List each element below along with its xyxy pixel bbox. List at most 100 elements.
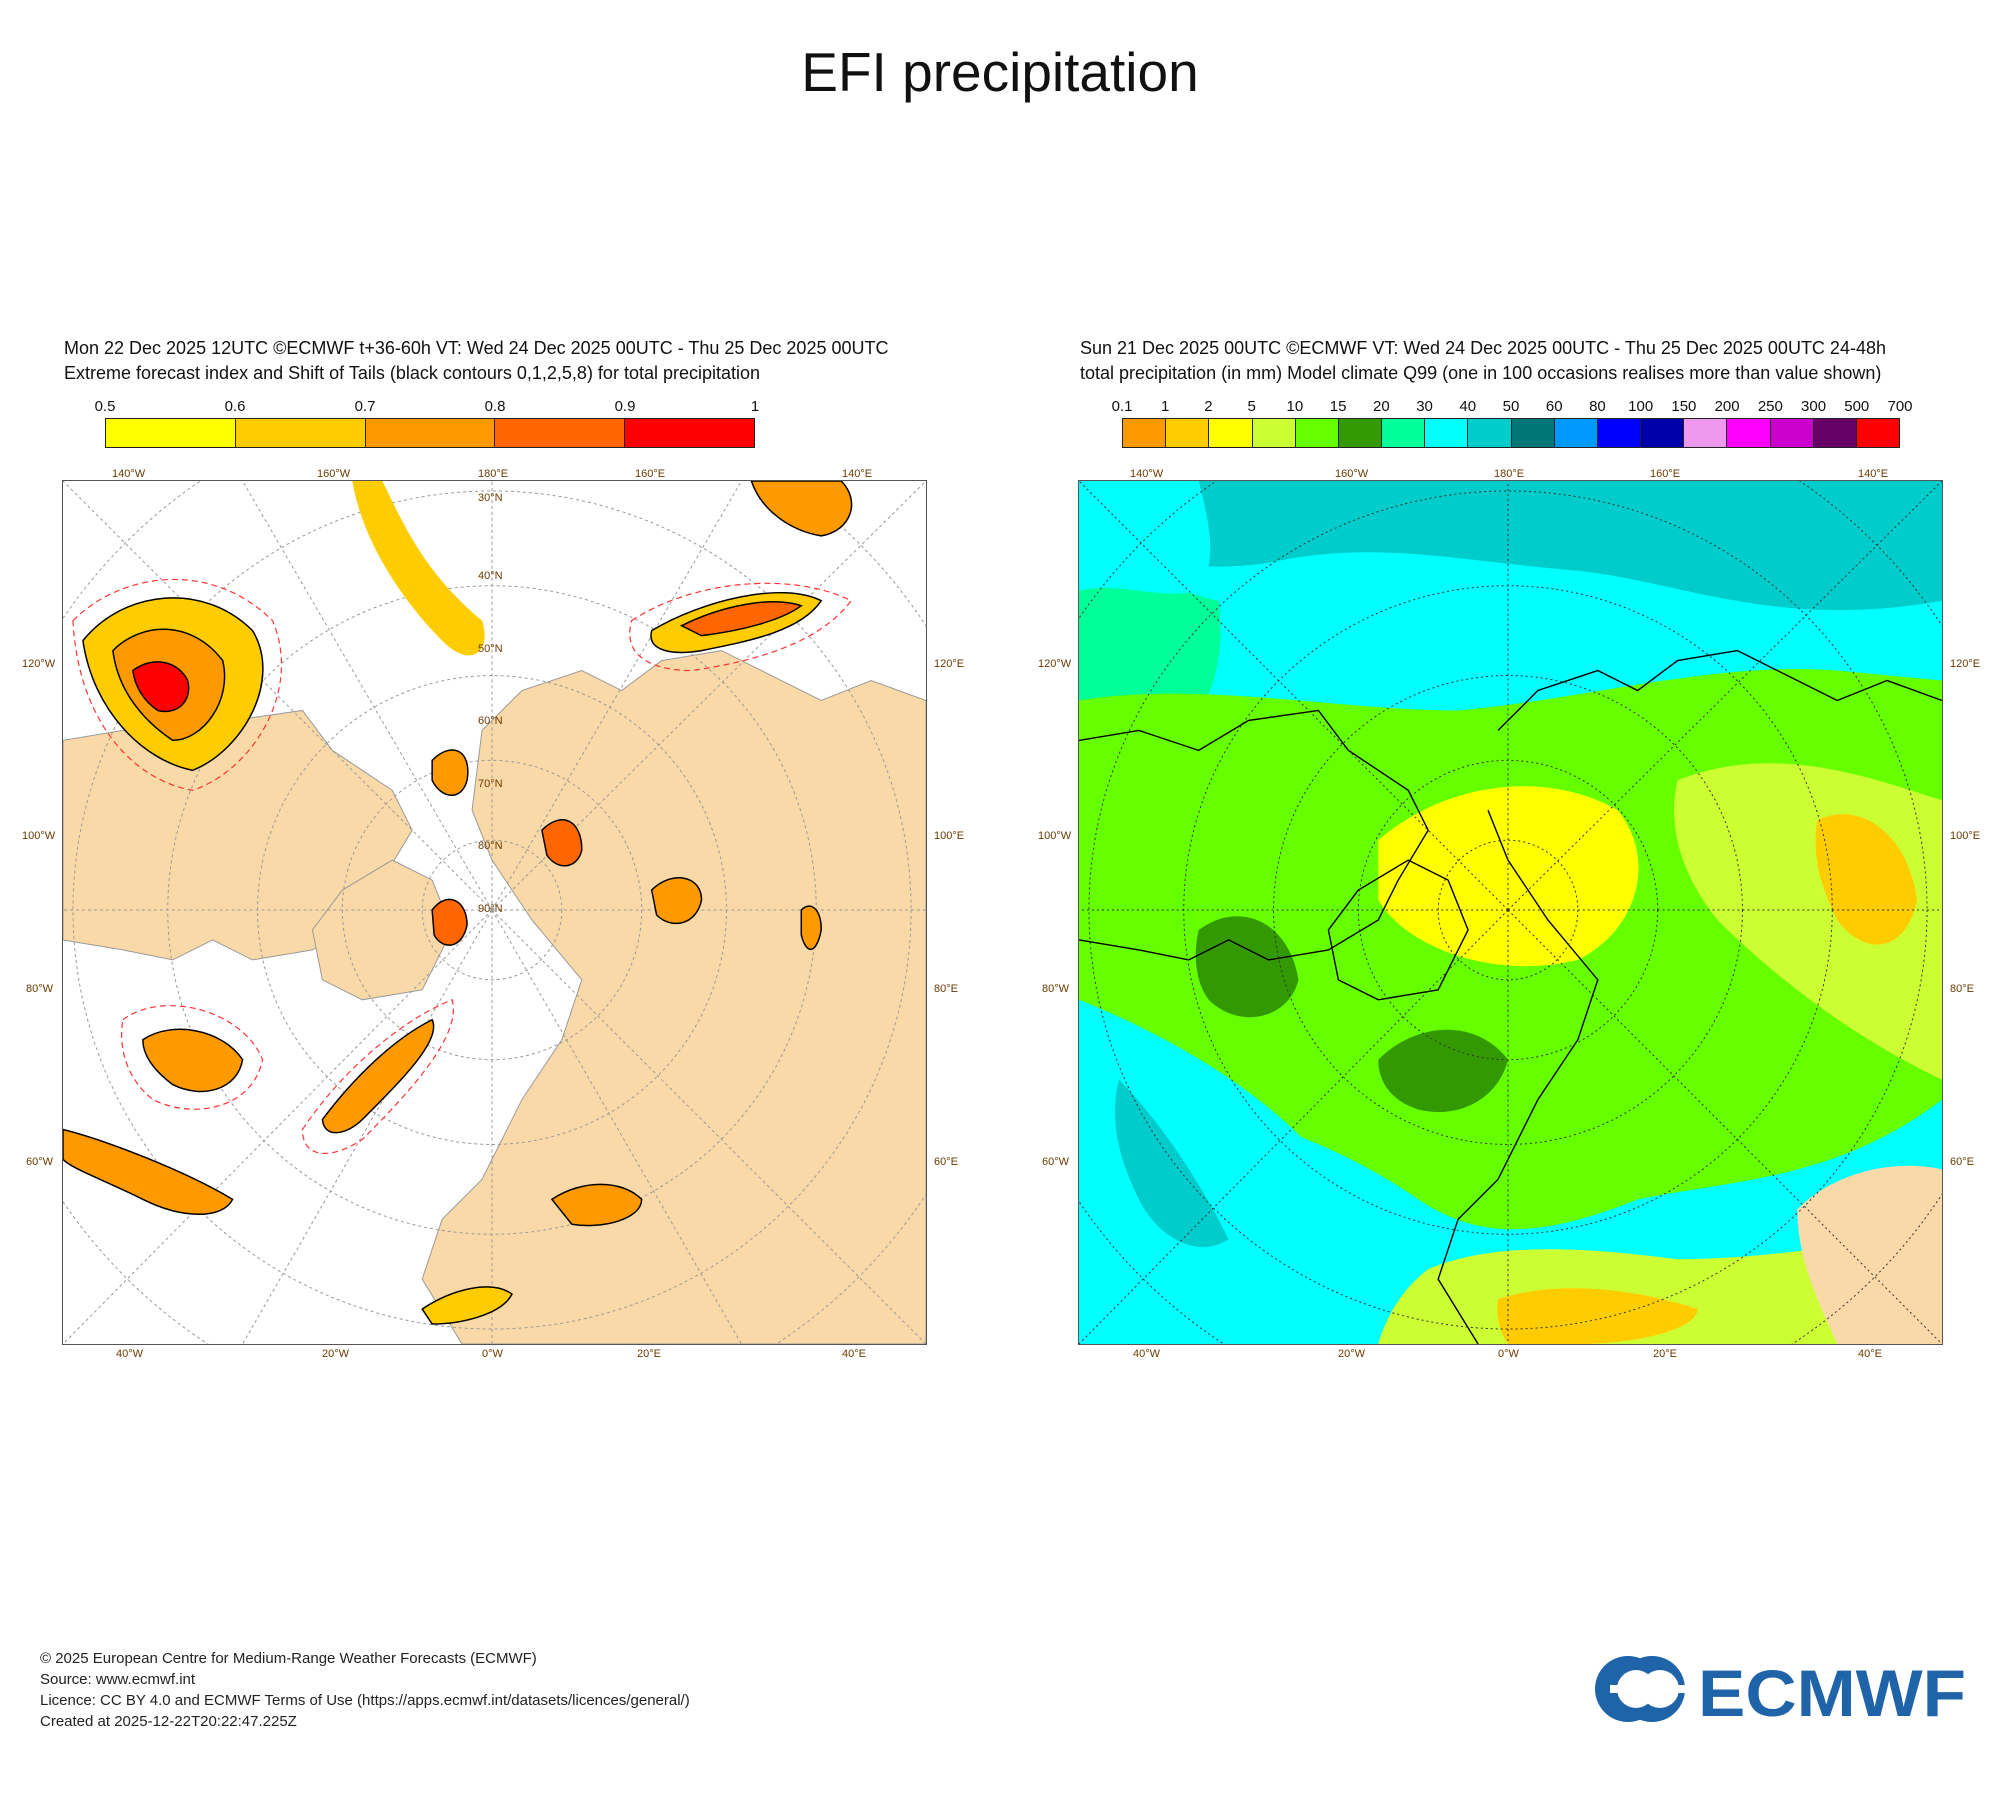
left-top-lbl-0: 140°W [112, 468, 146, 480]
precip-map [1078, 480, 1943, 1345]
right-left-lbl-2: 80°W [1042, 983, 1070, 995]
efi-map-svg [63, 481, 926, 1344]
ecmwf-logo: ECMWF [1595, 1656, 1966, 1726]
left-bottom-lbl-2: 0°W [482, 1348, 503, 1360]
page-title: EFI precipitation [801, 41, 1199, 103]
right-bottom-lbl-3: 20°E [1653, 1348, 1677, 1360]
right-bottom-lbl-2: 0°W [1498, 1348, 1519, 1360]
precip-graticule [1079, 481, 1942, 1344]
precip-colorbar: 0.1 1 2 5 10 15 20 30 40 50 60 80 100 150 200 250 300 500… [1112, 398, 1913, 448]
ecmwf-logo-text: ECMWF [1698, 1656, 1966, 1726]
right-left-lbl-3: 60°W [1042, 1156, 1070, 1168]
right-top-lbl-2: 180°E [1494, 468, 1525, 480]
right-bottom-lbl-0: 40°W [1133, 1348, 1161, 1360]
precip-legend-swatch-6 [1382, 419, 1426, 447]
precip-legend-swatch-8 [1468, 419, 1512, 447]
precip-legend-tick-13: 150 [1671, 398, 1697, 415]
footer: © 2025 European Centre for Medium-Range … [40, 1648, 690, 1732]
efi-legend-swatch-4 [625, 419, 754, 447]
precip-legend-swatch-9 [1511, 419, 1555, 447]
footer-licence: Licence: CC BY 4.0 and ECMWF Terms of Us… [40, 1692, 690, 1709]
left-left-lbl-0: 120°W [22, 658, 56, 670]
left-right-lbl-2: 80°E [934, 983, 958, 995]
precip-legend-swatch-5 [1338, 419, 1383, 447]
right-top-lbl-1: 160°W [1335, 468, 1369, 480]
efi-legend-tick-5: 1 [750, 398, 760, 415]
precip-legend-swatch-4 [1295, 419, 1339, 447]
right-header-line1: Sun 21 Dec 2025 00UTC ©ECMWF VT: Wed 24 … [1080, 338, 1886, 358]
right-header-line2: total precipitation (in mm) Model climat… [1080, 363, 1882, 383]
left-right-lbl-3: 60°E [934, 1156, 958, 1168]
efi-legend-tick-4: 0.9 [614, 398, 636, 415]
precip-legend-tick-0: 0.1 [1111, 398, 1133, 415]
efi-legend-tick-3: 0.8 [484, 398, 506, 415]
left-lat-30: 30°N [478, 492, 503, 504]
left-left-lbl-3: 60°W [26, 1156, 54, 1168]
left-lat-70: 70°N [478, 778, 503, 790]
efi-colorbar-ticks: 0.5 0.6 0.7 0.8 0.9 1 [95, 398, 760, 418]
right-bottom-lbl-1: 20°W [1338, 1348, 1366, 1360]
precip-legend-tick-15: 250 [1757, 398, 1783, 415]
left-lat-60: 60°N [478, 715, 503, 727]
left-top-lbl-4: 140°E [842, 468, 873, 480]
footer-copyright: © 2025 European Centre for Medium-Range … [40, 1650, 537, 1667]
left-panel-header: Mon 22 Dec 2025 12UTC ©ECMWF t+36-60h VT… [64, 336, 888, 386]
precip-legend-swatch-10 [1554, 419, 1598, 447]
precip-legend-swatch-14 [1727, 419, 1771, 447]
precip-legend-swatch-3 [1252, 419, 1296, 447]
left-bottom-lbl-4: 40°E [842, 1348, 866, 1360]
efi-colorbar: 0.5 0.6 0.7 0.8 0.9 1 [95, 398, 760, 448]
left-bottom-lbl-1: 20°W [322, 1348, 350, 1360]
precip-colorbar-ticks: 0.1 1 2 5 10 15 20 30 40 50 60 80 100 150 200 250 300 500… [1112, 398, 1913, 418]
efi-contours-03 [72, 578, 853, 1154]
precip-legend-tick-6: 20 [1372, 398, 1390, 415]
right-top-lbl-0: 140°W [1130, 468, 1164, 480]
efi-map [62, 480, 927, 1345]
left-header-line2: Extreme forecast index and Shift of Tail… [64, 363, 761, 383]
precip-legend-tick-1: 1 [1161, 398, 1170, 415]
precip-legend-swatch-1 [1166, 419, 1210, 447]
precip-legend-tick-14: 200 [1714, 398, 1740, 415]
left-top-lbl-2: 180°E [478, 468, 509, 480]
precip-fields [1079, 481, 1942, 1344]
precip-legend-tick-17: 500 [1844, 398, 1870, 415]
left-top-lbl-3: 160°E [635, 468, 666, 480]
precip-legend-tick-18: 700 [1887, 398, 1913, 415]
efi-patches [63, 481, 853, 1325]
precip-legend-swatch-13 [1684, 419, 1728, 447]
efi-legend-swatch-2 [365, 419, 496, 447]
left-header-line1: Mon 22 Dec 2025 12UTC ©ECMWF t+36-60h VT… [64, 338, 889, 358]
precip-legend-tick-11: 80 [1589, 398, 1606, 415]
efi-colorbar-bar [105, 418, 755, 448]
precip-legend-swatch-17 [1856, 419, 1900, 447]
precip-legend-swatch-0 [1123, 419, 1167, 447]
precip-legend-swatch-16 [1813, 419, 1857, 447]
left-lat-80: 80°N [478, 840, 503, 852]
left-left-lbl-1: 100°W [22, 830, 56, 842]
left-top-lbl-1: 160°W [317, 468, 351, 480]
right-right-lbl-1: 100°E [1950, 830, 1981, 842]
efi-legend-tick-1: 0.6 [224, 398, 246, 415]
precip-legend-tick-3: 5 [1247, 398, 1256, 415]
left-right-lbl-0: 120°E [934, 658, 965, 670]
left-lat-40: 40°N [478, 570, 503, 582]
precip-legend-tick-16: 300 [1801, 398, 1827, 415]
precip-coastlines [1079, 649, 1942, 1344]
right-top-lbl-4: 140°E [1858, 468, 1889, 480]
right-right-lbl-0: 120°E [1950, 658, 1981, 670]
precip-legend-tick-10: 60 [1545, 398, 1563, 415]
left-lat-90: 90°N [478, 903, 503, 915]
right-bottom-lbl-4: 40°E [1858, 1348, 1882, 1360]
left-bottom-lbl-3: 20°E [637, 1348, 661, 1360]
right-right-lbl-3: 60°E [1950, 1156, 1974, 1168]
footer-source: Source: www.ecmwf.int [40, 1671, 196, 1688]
precip-legend-swatch-11 [1597, 419, 1642, 447]
precip-legend-tick-2: 2 [1204, 398, 1213, 415]
precip-legend-tick-7: 30 [1416, 398, 1433, 415]
right-right-lbl-2: 80°E [1950, 983, 1974, 995]
precip-legend-swatch-2 [1209, 419, 1253, 447]
precip-legend-tick-5: 15 [1329, 398, 1347, 415]
precip-legend-swatch-15 [1770, 419, 1814, 447]
right-top-lbl-3: 160°E [1650, 468, 1681, 480]
precip-legend-swatch-12 [1641, 419, 1685, 447]
